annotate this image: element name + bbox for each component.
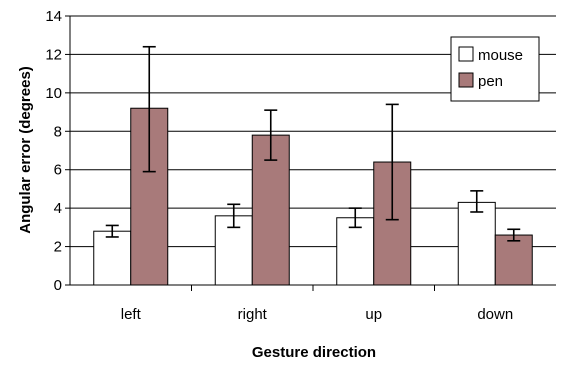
y-axis-label: Angular error (degrees) — [17, 66, 34, 234]
bar-mouse-up — [336, 217, 375, 286]
y-tick-label: 0 — [54, 277, 62, 294]
legend-label-mouse: mouse — [478, 47, 523, 64]
axes — [65, 15, 556, 291]
y-tick-label: 10 — [45, 85, 62, 102]
y-tick-label: 2 — [54, 239, 62, 256]
bars — [93, 107, 533, 286]
x-tick-label: up — [365, 306, 382, 323]
bar-mouse-left — [93, 230, 132, 286]
x-axis-label: Gesture direction — [252, 344, 376, 361]
y-tick-label: 12 — [45, 46, 62, 63]
error-bars — [105, 45, 521, 242]
y-tick-label: 4 — [54, 200, 62, 217]
x-tick-labels: left right up down — [121, 306, 513, 323]
bar-mouse-down — [457, 201, 496, 286]
legend: mouse pen — [450, 36, 540, 102]
legend-label-pen: pen — [478, 73, 503, 90]
y-tick-label: 8 — [54, 123, 62, 140]
y-tick-label: 14 — [45, 8, 62, 25]
legend-swatch-pen — [458, 72, 474, 88]
bar-pen-down — [494, 234, 533, 286]
y-tick-label: 6 — [54, 162, 62, 179]
x-tick-label: left — [121, 306, 142, 323]
x-tick-label: right — [238, 306, 268, 323]
y-tick-labels: 0 2 4 6 8 10 12 14 — [45, 8, 62, 294]
x-tick-label: down — [477, 306, 513, 323]
legend-swatch-mouse — [458, 46, 474, 62]
